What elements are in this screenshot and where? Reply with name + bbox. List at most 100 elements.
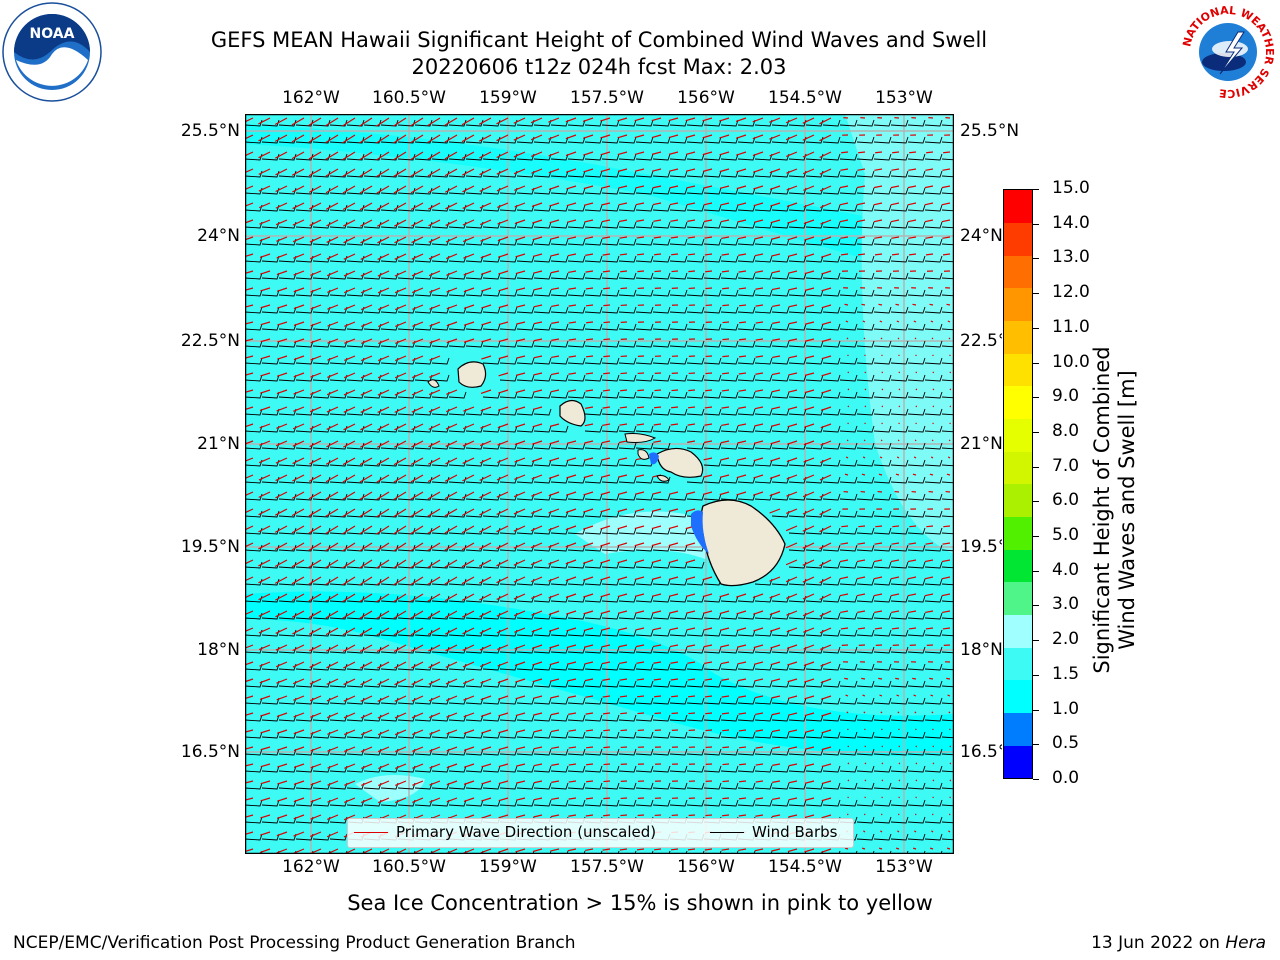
wave-direction-arrow [531,474,543,480]
wind-barb [533,510,552,518]
wind-barb [618,374,637,382]
lon-tick-top: 162°W [282,88,340,108]
wind-barb [686,136,705,144]
wind-barb [584,527,603,535]
wave-direction-arrow [637,270,645,273]
wind-barb [499,680,518,688]
wave-direction-arrow [275,610,288,618]
wind-barb [686,153,705,161]
wave-direction-arrow [531,627,543,633]
wave-direction-arrow [947,694,951,697]
wave-direction-arrow [274,508,288,516]
wave-direction-arrow [530,525,543,532]
wave-direction-arrow [670,678,679,681]
wave-direction-arrow [770,202,781,207]
wind-barb [482,680,501,688]
wave-direction-arrow [427,134,441,144]
wave-direction-arrow [722,797,730,800]
wind-barb [737,680,756,688]
wave-direction-arrow [924,219,934,223]
wave-direction-arrow [516,780,526,784]
wave-direction-arrow [819,508,832,516]
wave-direction-arrow [720,457,730,461]
wave-direction-arrow [652,185,662,189]
wave-direction-arrow [600,593,611,598]
wind-barb [737,595,756,603]
wave-direction-arrow [932,405,935,408]
wind-barb [788,731,807,739]
wave-direction-arrow [549,678,560,682]
wind-barb [788,697,807,705]
wind-barb [618,731,637,739]
wave-direction-arrow [914,813,917,816]
wave-direction-arrow [584,661,594,665]
colorbar-tick: 8.0 [1052,420,1080,441]
wave-direction-arrow [722,763,730,766]
wind-barb [261,374,280,382]
wind-barb [635,680,654,688]
wave-direction-arrow [462,678,475,685]
wave-direction-arrow [772,321,781,324]
wave-direction-arrow [738,355,747,358]
wave-direction-arrow [600,610,611,615]
wind-barb [873,289,892,297]
wind-barb [822,714,841,722]
wave-direction-arrow [583,202,594,206]
wind-barb [635,408,654,416]
wind-barb [669,357,688,365]
wind-barb [567,578,586,586]
wave-direction-arrow [821,780,832,785]
colorbar-tick-mark [1033,431,1039,433]
wind-barb [669,408,688,416]
wave-direction-arrow [532,678,543,683]
wind-barb [567,238,586,246]
wave-direction-arrow [515,372,526,376]
wind-barb [788,646,807,654]
wind-barb [703,697,722,705]
wind-barb [516,221,535,229]
wind-barb [584,748,603,756]
wind-barb [312,544,331,552]
wind-barb [312,153,331,161]
wave-direction-arrow [376,525,390,535]
wave-direction-arrow [360,423,373,431]
wave-direction-arrow [479,491,492,499]
wind-barb [924,272,943,280]
wave-direction-arrow [617,117,628,122]
wind-barb [465,782,484,790]
wind-barb [873,442,892,450]
wind-barb [635,561,654,569]
colorbar-tick: 9.0 [1052,386,1080,407]
wind-barb [312,578,331,586]
wave-direction-arrow [568,763,577,766]
wave-direction-arrow [737,644,747,648]
wind-barb [397,578,416,586]
wind-barb [754,459,773,467]
wind-barb [754,153,773,161]
wind-barb [839,221,858,229]
wave-direction-arrow [394,406,407,413]
wind-barb [482,255,501,263]
wind-barb [737,221,756,229]
wind-barb [737,476,756,484]
wind-barb [278,714,297,722]
wind-barb [516,408,535,416]
wind-barb [941,685,954,688]
wave-direction-arrow [444,185,458,193]
wave-direction-arrow [929,677,934,680]
wind-barb [567,136,586,144]
wave-direction-arrow [292,202,305,210]
wave-direction-arrow [878,473,883,476]
wave-direction-arrow [786,508,798,515]
wave-direction-arrow [463,848,475,854]
wind-barb [890,646,909,654]
wave-direction-arrow [376,117,390,127]
wave-direction-arrow [277,746,288,751]
wind-barb [856,731,875,739]
colorbar-tick: 11.0 [1052,316,1090,337]
wave-direction-arrow [738,372,747,375]
wind-barb [686,374,705,382]
wave-direction-arrow [755,321,764,324]
wave-direction-arrow [343,236,356,244]
wind-barb [601,748,620,756]
